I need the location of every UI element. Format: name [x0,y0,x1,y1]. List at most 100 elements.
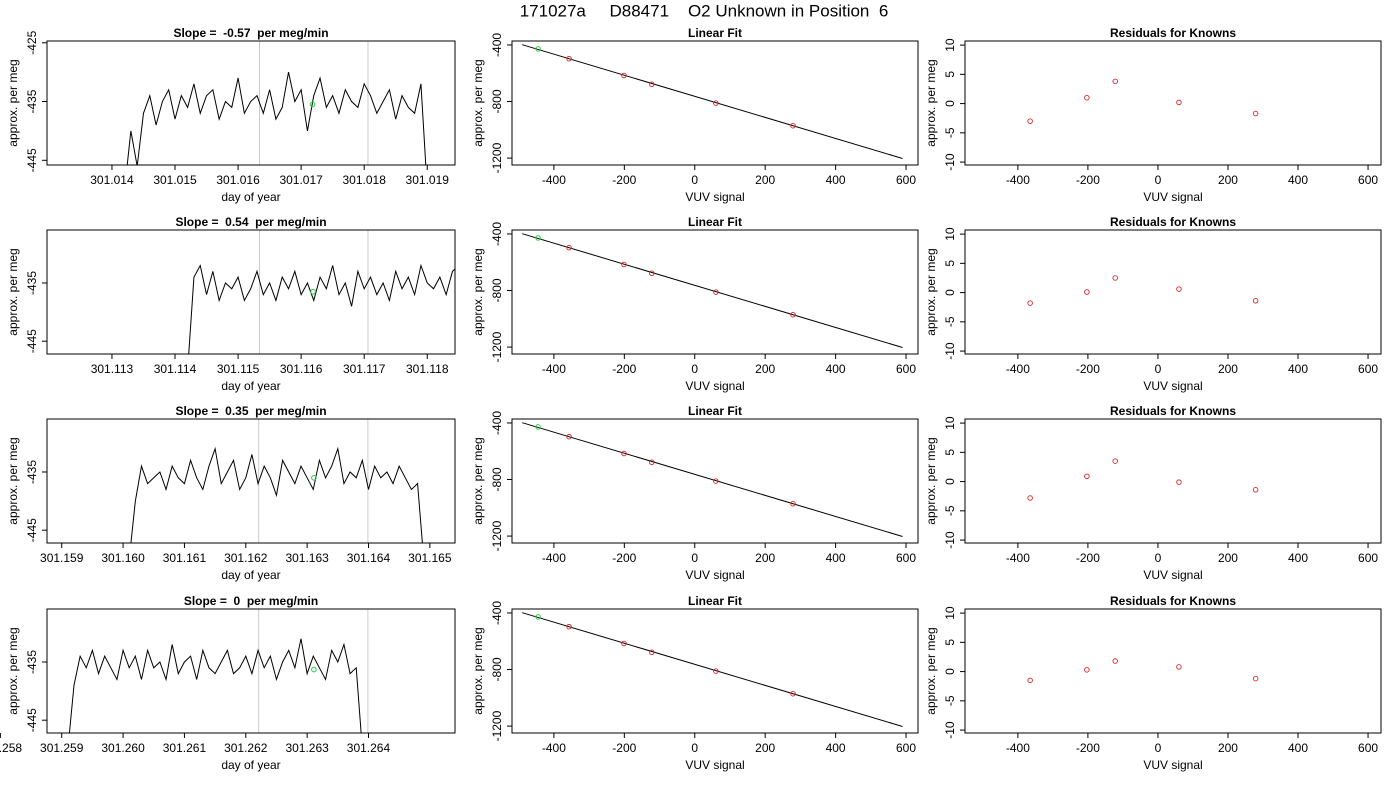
y-tick-label: 5 [943,639,957,646]
x-tick-label: 301.162 [224,551,268,565]
series-line [130,446,423,543]
x-axis-label: day of year [221,568,280,582]
x-tick-label: -200 [612,551,636,565]
y-tick-label: 0 [943,478,957,485]
x-axis-label: VUV signal [685,758,744,772]
panel-title: Slope = -0.57 per meg/min [173,26,328,40]
point [649,649,655,656]
x-tick-label: 600 [896,173,916,187]
y-tick-label: -10 [943,721,957,739]
x-tick-label: 301.118 [406,362,449,376]
plot-box [964,418,1382,544]
plot-box [46,418,456,544]
x-axis-label: VUV signal [1143,190,1202,204]
x-tick-label: 301.160 [101,551,145,565]
x-tick-label: 400 [826,551,846,565]
x-tick-label: 600 [1358,362,1378,376]
x-axis-label: VUV signal [685,190,744,204]
y-tick-label: 10 [943,606,957,620]
y-tick-label: -1200 [490,520,504,551]
y-tick-label: -800 [490,657,504,681]
point [1084,473,1090,480]
panel-title: Slope = 0.54 per meg/min [175,215,326,229]
highlight-point [535,424,541,430]
y-tick-label: -5 [943,127,957,138]
plot-box [964,229,1382,355]
point [621,261,627,268]
plot-area [1027,78,1259,124]
x-tick-label: -400 [1006,173,1030,187]
x-tick-label: 200 [755,551,775,565]
panel: Residuals for Knowns VUV signal approx. pe… [924,404,1382,582]
y-tick-label: -445 [25,518,39,542]
y-axis-label: approx. per meg [6,437,20,524]
series-line [126,72,427,165]
x-tick-label: -200 [612,362,636,376]
x-tick-label: 600 [1358,173,1378,187]
panel: Residuals for Knowns VUV signal approx. pe… [924,594,1382,772]
plot-box [511,608,919,734]
point [566,55,572,62]
fit-line [522,422,903,537]
point [713,478,719,484]
x-tick-label: 200 [755,173,775,187]
x-tick-label: -200 [1076,173,1100,187]
point [790,122,796,129]
x-tick-label: 301.163 [285,551,329,565]
x-tick-label: 600 [896,551,916,565]
fit-line [522,612,903,727]
point [1084,667,1090,673]
x-axis-label: VUV signal [685,568,744,582]
point [790,690,796,697]
highlight-point [310,288,316,295]
x-tick-label: -400 [1006,362,1030,376]
x-axis-label: VUV signal [1143,568,1202,582]
y-tick-label: -445 [25,708,39,732]
plot-box [46,229,456,355]
y-tick-label: 0 [943,100,957,107]
panel-title: Linear Fit [688,215,742,229]
point [1176,664,1182,670]
x-tick-label: 200 [1218,741,1238,755]
x-tick-label: -200 [612,173,636,187]
y-axis-label: approx. per meg [6,627,20,714]
plot-area [1027,275,1259,306]
y-tick-label: 0 [943,668,957,675]
fit-line [522,233,903,348]
y-axis-label: approx. per meg [924,59,938,146]
x-tick-label: 301.258 [0,741,22,755]
y-axis-label: approx. per meg [6,248,20,335]
plot-area [68,609,369,733]
x-axis-label: day of year [221,190,280,204]
point [621,450,627,457]
x-tick-label: -400 [1006,551,1030,565]
highlight-point [311,474,317,481]
x-axis-label: day of year [221,379,280,393]
point [713,289,719,295]
y-tick-label: -400 [490,222,504,246]
y-axis-label: approx. per meg [924,248,938,335]
x-tick-label: -400 [542,551,566,565]
point [1252,298,1259,304]
point [1112,458,1118,464]
y-tick-label: -800 [490,278,504,302]
point [649,81,655,88]
panel-title: Residuals for Knowns [1110,404,1236,418]
point [566,623,572,630]
y-tick-label: -1200 [490,142,504,173]
y-tick-label: 5 [943,260,957,267]
point [621,640,627,647]
plot-area [126,41,427,165]
y-tick-label: -5 [943,316,957,327]
y-axis-label: approx. per meg [471,627,485,714]
point [1027,495,1033,501]
y-tick-label: -400 [490,411,504,435]
x-tick-label: 301.165 [408,551,452,565]
plot-area [522,422,903,537]
x-tick-label: 200 [755,362,775,376]
point [649,459,655,466]
y-tick-label: -1200 [490,710,504,741]
x-tick-label: 301.264 [347,741,391,755]
panel-title: Slope = 0 per meg/min [184,594,318,608]
x-tick-label: -200 [1076,362,1100,376]
